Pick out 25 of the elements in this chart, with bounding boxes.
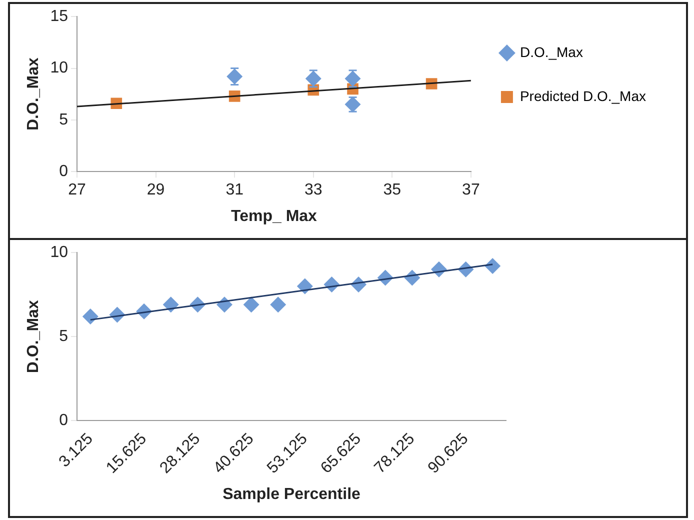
x-tick-label: 37 [462, 182, 480, 199]
legend-label: Predicted D.O._Max [520, 88, 646, 104]
point [270, 296, 286, 313]
y-tick-label: 10 [50, 60, 68, 77]
point [162, 296, 179, 313]
point [484, 258, 501, 274]
y-tick-label: 15 [50, 8, 68, 26]
point [82, 308, 98, 324]
y-axis-title: D.O._Max [25, 58, 42, 131]
y-tick-label: 10 [50, 244, 68, 262]
x-tick-label: 27 [68, 182, 86, 199]
x-tick-label: 33 [304, 182, 322, 199]
x-axis-title: Sample Percentile [222, 486, 361, 503]
x-tick-label: 29 [146, 182, 165, 199]
y-tick-label: 5 [59, 111, 68, 128]
y-tick-label: 5 [59, 328, 68, 346]
y-axis-title: D.O._Max [25, 300, 42, 374]
point [243, 296, 260, 313]
x-axis-title: Temp_ Max [231, 208, 318, 225]
x-tick-label: 35 [383, 182, 402, 199]
x-tick-label: 31 [226, 182, 244, 199]
y-tick-label: 0 [59, 412, 68, 430]
point [296, 278, 313, 294]
legend-label: D.O._Max [520, 44, 583, 60]
y-tick-label: 0 [59, 163, 68, 180]
